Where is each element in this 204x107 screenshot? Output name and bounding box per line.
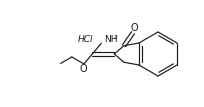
Text: NH: NH [104, 35, 118, 44]
Text: 2: 2 [114, 35, 118, 40]
Text: O: O [130, 23, 138, 33]
Text: O: O [79, 64, 87, 74]
Text: HCl: HCl [78, 35, 93, 44]
